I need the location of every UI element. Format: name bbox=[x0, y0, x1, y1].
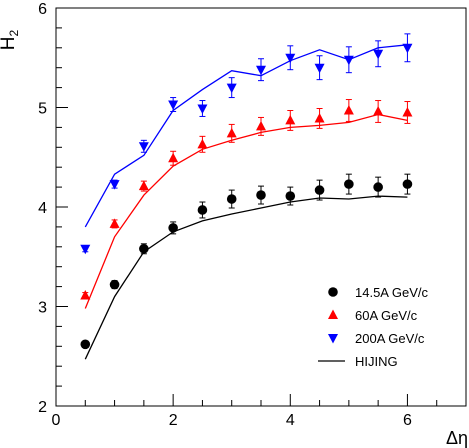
data-point-14-5a bbox=[139, 243, 149, 254]
data-point-14-5a bbox=[80, 339, 91, 350]
y-axis-label-subscript: 2 bbox=[7, 29, 21, 36]
data-point-200a bbox=[285, 53, 296, 64]
data-point-14-5a bbox=[256, 190, 266, 200]
data-point-14-5a bbox=[285, 191, 296, 201]
y-tick-label: 5 bbox=[38, 101, 47, 118]
hijing-curve-1 bbox=[84, 195, 408, 360]
hijing-curve-2 bbox=[84, 113, 408, 309]
data-point-14-5a bbox=[314, 185, 325, 195]
data-point-14-5a bbox=[402, 179, 413, 189]
legend-label: 14.5A GeV/c bbox=[355, 285, 428, 300]
data-point-200a bbox=[138, 142, 149, 152]
data-point-200a bbox=[197, 104, 208, 114]
y-axis-label: H2 bbox=[0, 29, 21, 50]
hijing-curve-3 bbox=[84, 44, 408, 228]
data-point-60a bbox=[168, 152, 179, 163]
data-point-200a bbox=[343, 55, 354, 66]
data-point-14-5a bbox=[226, 194, 237, 204]
data-point-14-5a bbox=[373, 182, 383, 192]
data-point-60a bbox=[285, 114, 296, 125]
data-point-200a bbox=[226, 83, 237, 94]
error-bars bbox=[82, 33, 411, 348]
y-tick-label: 4 bbox=[38, 200, 47, 217]
y-tick-label: 2 bbox=[38, 399, 47, 416]
data-point-200a bbox=[373, 49, 384, 60]
data-point-14-5a bbox=[344, 179, 354, 189]
data-point-14-5a bbox=[168, 223, 178, 233]
legend-marker-triangle-up bbox=[328, 309, 338, 319]
data-point-60a bbox=[80, 290, 91, 300]
data-point-200a bbox=[402, 43, 413, 54]
data-point-14-5a bbox=[109, 279, 120, 290]
legend-marker-triangle-down bbox=[328, 334, 338, 344]
data-point-60a bbox=[226, 127, 237, 138]
data-point-60a bbox=[343, 104, 354, 115]
data-point-60a bbox=[138, 180, 149, 191]
data-point-14-5a bbox=[197, 205, 208, 215]
x-tick-label: 2 bbox=[169, 412, 178, 429]
legend-marker-circle bbox=[328, 287, 338, 297]
data-point-60a bbox=[314, 112, 325, 123]
data-point-200a bbox=[168, 100, 179, 111]
data-point-200a bbox=[80, 244, 91, 255]
hijing-lines bbox=[84, 44, 408, 360]
y-tick-label: 3 bbox=[38, 300, 47, 317]
data-point-60a bbox=[256, 120, 266, 131]
legend-label: 200A GeV/c bbox=[355, 331, 425, 346]
legend-label: HIJING bbox=[355, 354, 398, 369]
y-tick-label: 6 bbox=[38, 1, 47, 18]
data-point-60a bbox=[402, 106, 413, 117]
data-point-200a bbox=[256, 65, 266, 76]
data-point-200a bbox=[314, 63, 325, 74]
x-axis-label: Δη bbox=[446, 428, 468, 448]
legend: 14.5A GeV/c 60A GeV/c 200A GeV/c HIJING bbox=[318, 285, 428, 369]
data-markers bbox=[80, 43, 413, 350]
data-point-60a bbox=[373, 105, 384, 116]
legend-label: 60A GeV/c bbox=[355, 308, 418, 323]
data-point-200a bbox=[109, 180, 120, 190]
data-point-60a bbox=[109, 218, 120, 228]
x-tick-label: 0 bbox=[52, 412, 61, 429]
x-tick-label: 4 bbox=[286, 412, 295, 429]
x-tick-label: 6 bbox=[403, 412, 412, 429]
data-point-60a bbox=[197, 138, 208, 149]
